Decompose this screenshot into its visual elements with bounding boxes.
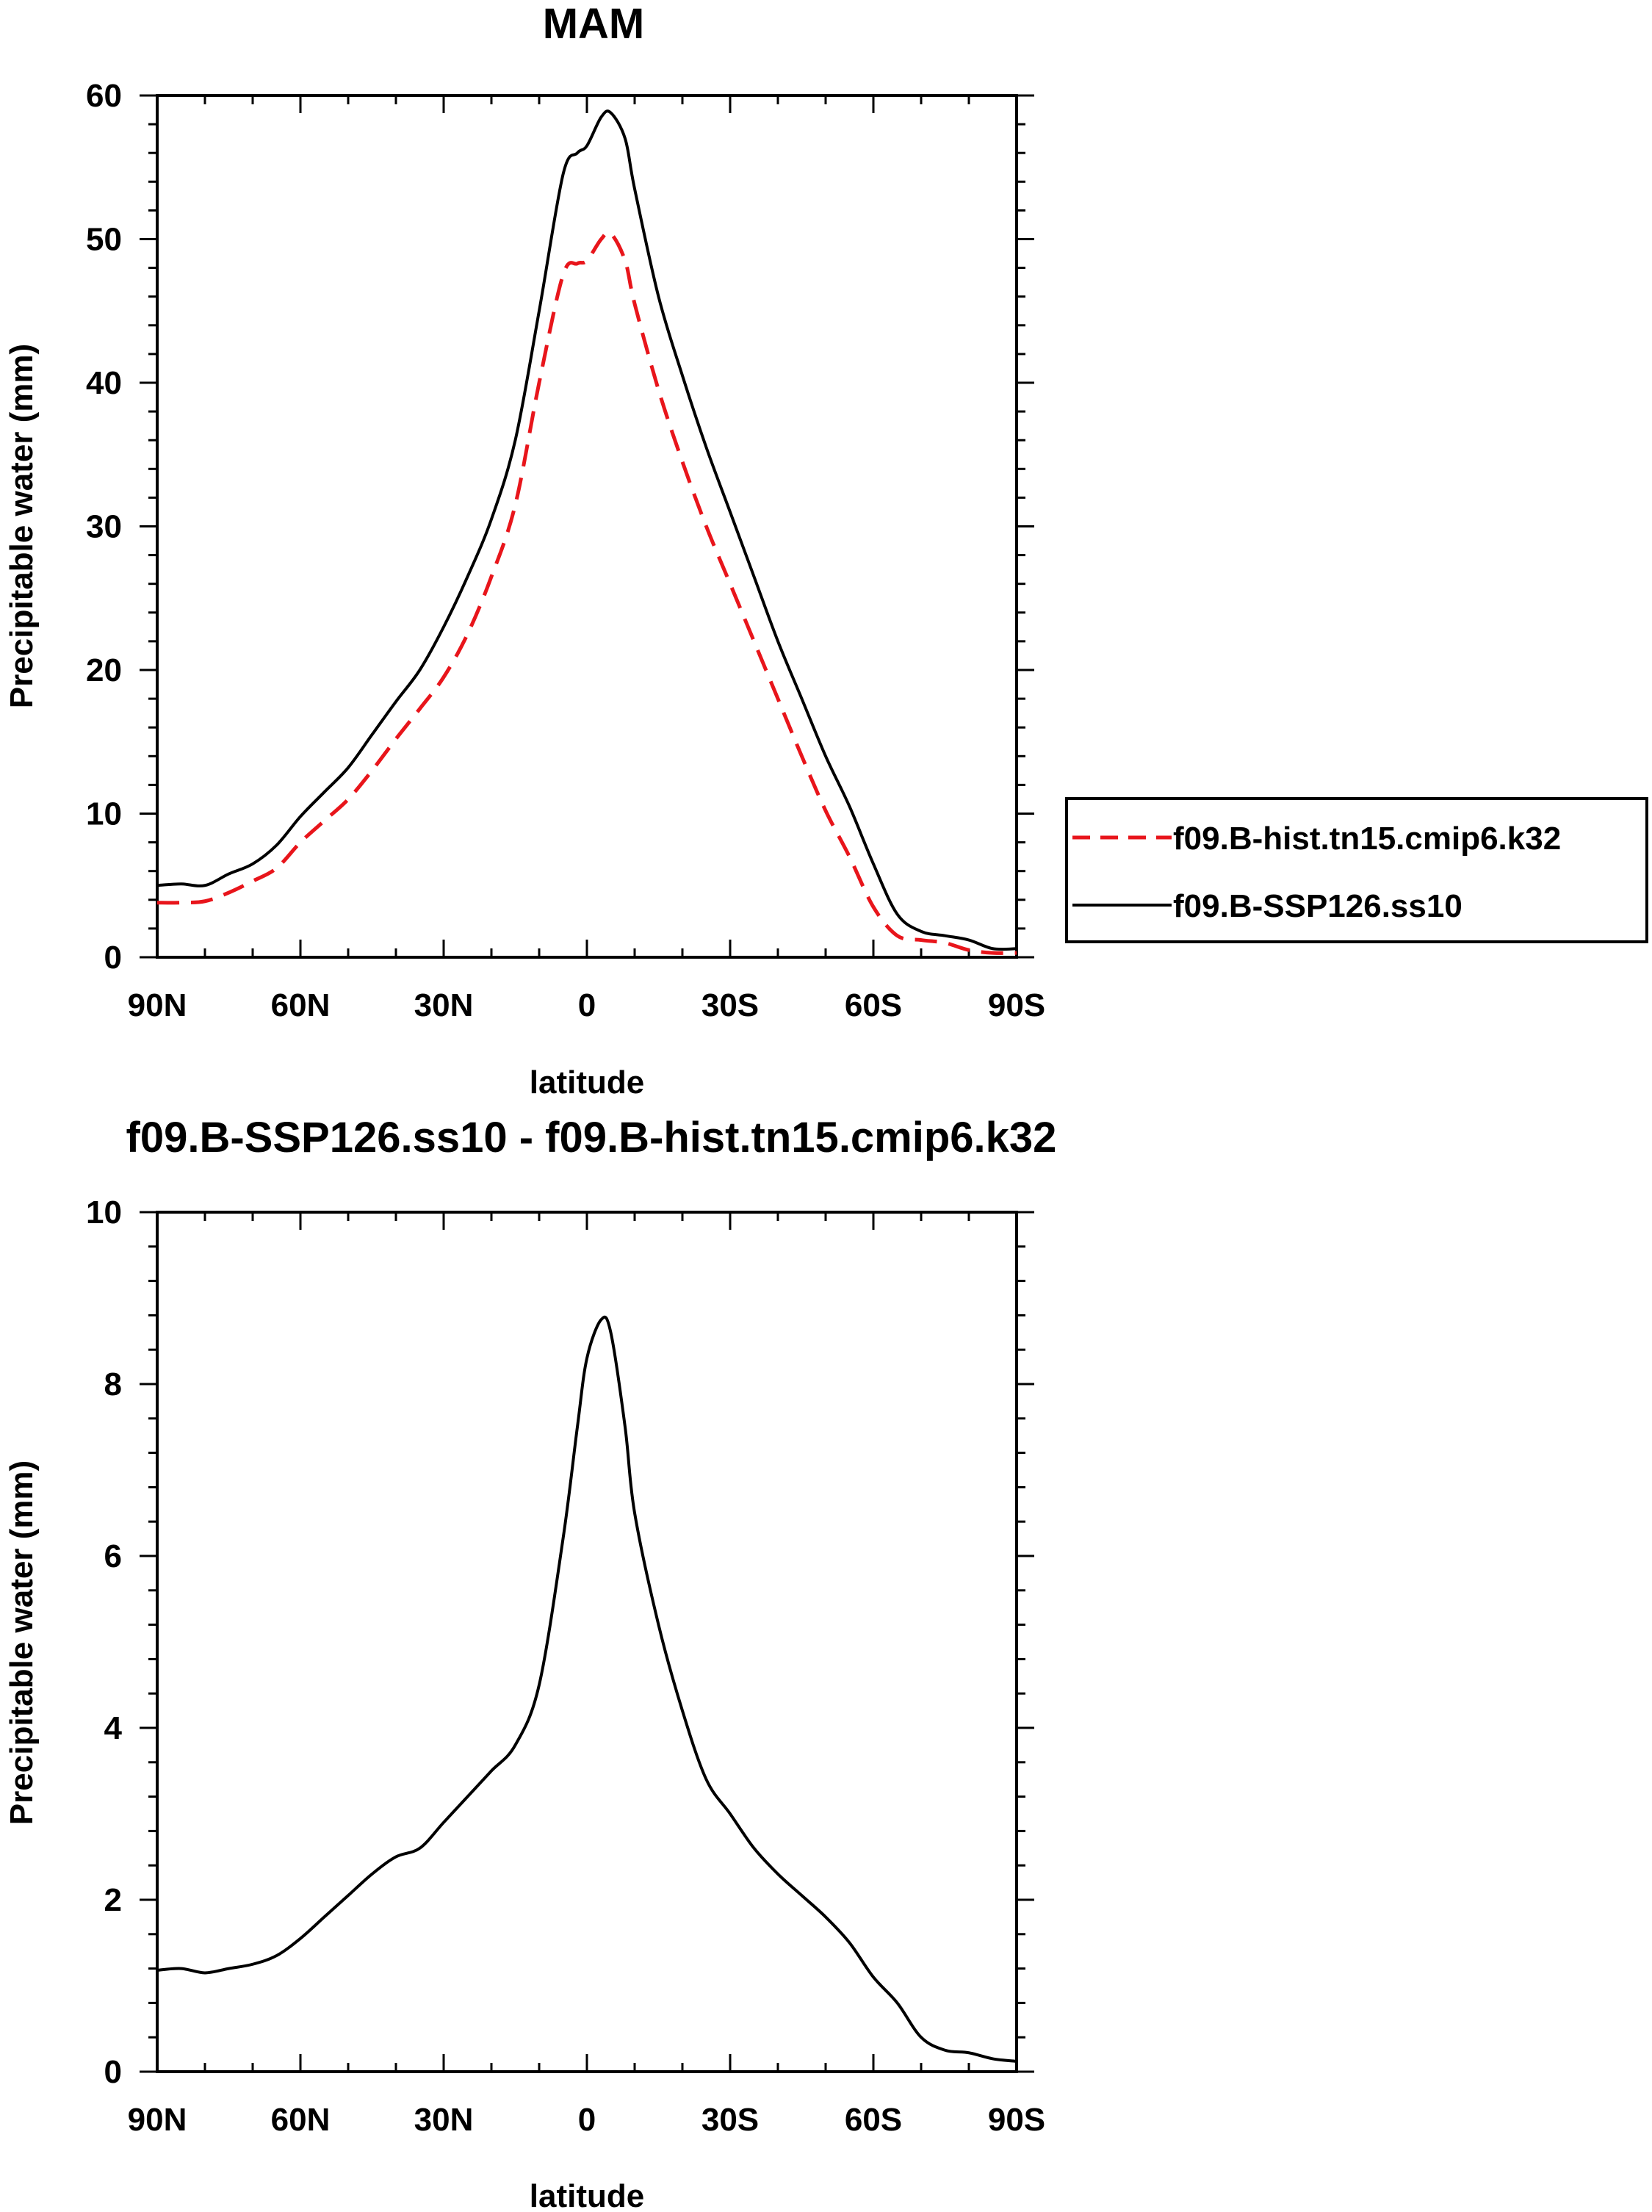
top-chart-ytick-label: 0 bbox=[104, 940, 122, 976]
bottom-chart: f09.B-SSP126.ss10 - f09.B-hist.tn15.cmip… bbox=[4, 1114, 1056, 2212]
top-chart-ytick-label: 40 bbox=[86, 365, 122, 401]
bottom-chart-ytick-label: 6 bbox=[104, 1538, 122, 1574]
bottom-chart-xtick-label: 30N bbox=[414, 2102, 474, 2138]
top-chart-ticks: 90N 60N 30N 0 30S 60S 90S 0 10 20 30 40 50 60 bbox=[86, 78, 1045, 1023]
bottom-chart-ylabel: Precipitable water (mm) bbox=[4, 1460, 40, 1825]
top-chart-series-line-1 bbox=[156, 109, 1017, 951]
legend-label-ssp: f09.B-SSP126.ss10 bbox=[1173, 888, 1462, 924]
bottom-chart-xtick-label: 60S bbox=[845, 2102, 902, 2138]
top-chart-ylabel: Precipitable water (mm) bbox=[4, 344, 40, 708]
top-chart-ytick-label: 30 bbox=[86, 509, 122, 545]
bottom-chart-xlabel: latitude bbox=[530, 2178, 644, 2212]
top-chart-series bbox=[156, 109, 1017, 955]
bottom-chart-ytick-label: 8 bbox=[104, 1366, 122, 1402]
top-chart-xtick-label: 90S bbox=[988, 987, 1045, 1023]
bottom-chart-ytick-label: 2 bbox=[104, 1882, 122, 1918]
top-chart-series-line-0 bbox=[156, 230, 1017, 955]
top-chart-xtick-label: 90N bbox=[128, 987, 187, 1023]
top-chart: MAM 90N 60N 30N 0 30S 60S 90S 0 10 20 30 40 50 60 lat… bbox=[4, 0, 1648, 1100]
bottom-chart-ticks: 90N 60N 30N 0 30S 60S 90S 0 2 4 6 8 10 bbox=[86, 1195, 1045, 2138]
bottom-chart-series-line-0 bbox=[156, 1315, 1017, 2063]
legend: f09.B-hist.tn15.cmip6.k32 f09.B-SSP126.s… bbox=[1065, 797, 1648, 943]
bottom-chart-xtick-label: 30S bbox=[701, 2102, 759, 2138]
legend-box bbox=[1065, 797, 1648, 943]
bottom-chart-title: f09.B-SSP126.ss10 - f09.B-hist.tn15.cmip… bbox=[126, 1114, 1057, 1161]
bottom-chart-series bbox=[156, 1315, 1017, 2063]
bottom-chart-xtick-label: 60N bbox=[271, 2102, 331, 2138]
bottom-chart-plot-frame bbox=[156, 1211, 1018, 2073]
top-chart-plot-frame bbox=[156, 94, 1018, 959]
top-chart-ytick-label: 10 bbox=[86, 796, 122, 832]
top-chart-xtick-label: 60S bbox=[845, 987, 902, 1023]
legend-label-hist: f09.B-hist.tn15.cmip6.k32 bbox=[1173, 821, 1561, 857]
top-chart-ytick-label: 50 bbox=[86, 222, 122, 258]
top-chart-title: MAM bbox=[543, 0, 645, 48]
top-chart-xtick-label: 0 bbox=[578, 987, 596, 1023]
top-chart-xtick-label: 30N bbox=[414, 987, 474, 1023]
top-chart-xtick-label: 60N bbox=[271, 987, 331, 1023]
bottom-chart-ytick-label: 0 bbox=[104, 2054, 122, 2090]
bottom-chart-xtick-label: 0 bbox=[578, 2102, 596, 2138]
bottom-chart-xtick-label: 90N bbox=[128, 2102, 187, 2138]
top-chart-xlabel: latitude bbox=[530, 1064, 644, 1100]
top-chart-xtick-label: 30S bbox=[701, 987, 759, 1023]
top-chart-ytick-label: 60 bbox=[86, 78, 122, 114]
bottom-chart-xtick-label: 90S bbox=[988, 2102, 1045, 2138]
bottom-chart-ytick-label: 10 bbox=[86, 1195, 122, 1231]
top-chart-ytick-label: 20 bbox=[86, 652, 122, 688]
bottom-chart-ytick-label: 4 bbox=[104, 1710, 123, 1746]
